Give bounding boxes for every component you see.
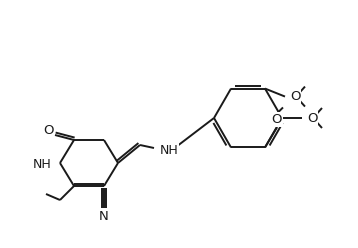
Text: NH: NH (33, 158, 52, 172)
Text: N: N (99, 210, 109, 222)
Text: NH: NH (160, 144, 179, 156)
Text: O: O (43, 124, 53, 137)
Text: O: O (307, 112, 318, 124)
Text: O: O (272, 113, 282, 126)
Text: O: O (290, 90, 300, 103)
